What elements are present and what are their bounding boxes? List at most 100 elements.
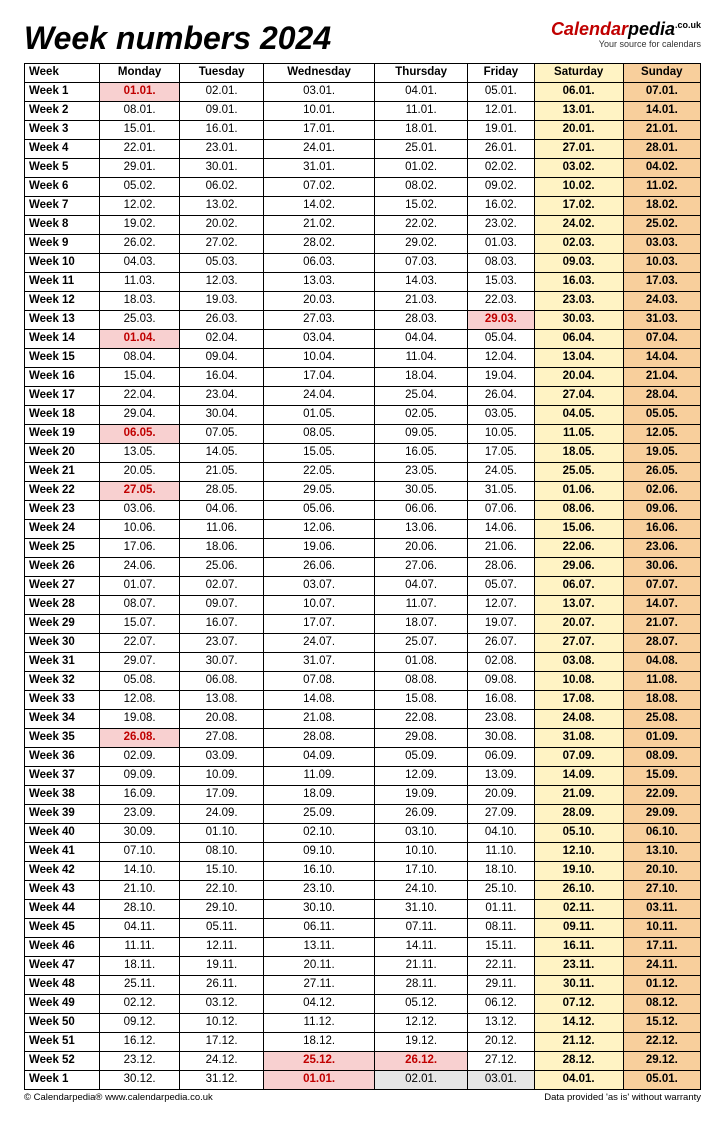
day-cell: 30.08. — [468, 729, 535, 748]
day-cell: 23.09. — [100, 805, 180, 824]
day-cell: 02.11. — [534, 900, 623, 919]
day-cell: 21.03. — [375, 292, 468, 311]
table-row: Week 3602.09.03.09.04.09.05.09.06.09.07.… — [25, 748, 701, 767]
week-label: Week 11 — [25, 273, 100, 292]
day-cell: 04.03. — [100, 254, 180, 273]
week-label: Week 49 — [25, 995, 100, 1014]
day-cell: 18.05. — [534, 444, 623, 463]
day-cell: 26.01. — [468, 140, 535, 159]
day-cell: 30.07. — [180, 653, 264, 672]
week-label: Week 15 — [25, 349, 100, 368]
table-row: Week 1906.05.07.05.08.05.09.05.10.05.11.… — [25, 425, 701, 444]
table-row: Week 3205.08.06.08.07.08.08.08.09.08.10.… — [25, 672, 701, 691]
day-cell: 31.08. — [534, 729, 623, 748]
day-cell: 10.06. — [100, 520, 180, 539]
day-cell: 13.12. — [468, 1014, 535, 1033]
day-cell: 23.11. — [534, 957, 623, 976]
day-cell: 08.06. — [534, 501, 623, 520]
day-cell: 16.06. — [623, 520, 700, 539]
day-cell: 13.10. — [623, 843, 700, 862]
day-cell: 07.10. — [100, 843, 180, 862]
day-cell: 25.07. — [375, 634, 468, 653]
week-label: Week 1 — [25, 1071, 100, 1090]
day-cell: 13.11. — [264, 938, 375, 957]
day-cell: 17.12. — [180, 1033, 264, 1052]
day-cell: 05.11. — [180, 919, 264, 938]
day-cell: 15.02. — [375, 197, 468, 216]
day-cell: 02.07. — [180, 577, 264, 596]
week-label: Week 13 — [25, 311, 100, 330]
day-cell: 05.03. — [180, 254, 264, 273]
day-cell: 25.02. — [623, 216, 700, 235]
day-cell: 13.05. — [100, 444, 180, 463]
day-cell: 25.08. — [623, 710, 700, 729]
week-label: Week 30 — [25, 634, 100, 653]
day-cell: 16.07. — [180, 615, 264, 634]
day-cell: 05.08. — [100, 672, 180, 691]
day-cell: 28.06. — [468, 558, 535, 577]
day-cell: 25.04. — [375, 387, 468, 406]
day-cell: 21.04. — [623, 368, 700, 387]
table-row: Week 3923.09.24.09.25.09.26.09.27.09.28.… — [25, 805, 701, 824]
day-cell: 28.09. — [534, 805, 623, 824]
day-cell: 09.10. — [264, 843, 375, 862]
day-cell: 01.10. — [180, 824, 264, 843]
day-cell: 06.07. — [534, 577, 623, 596]
day-cell: 01.09. — [623, 729, 700, 748]
day-cell: 10.08. — [534, 672, 623, 691]
week-label: Week 17 — [25, 387, 100, 406]
brand-name: Calendarpedia.co.uk — [551, 20, 701, 38]
day-cell: 24.11. — [623, 957, 700, 976]
table-row: Week 4718.11.19.11.20.11.21.11.22.11.23.… — [25, 957, 701, 976]
day-cell: 02.05. — [375, 406, 468, 425]
week-label: Week 6 — [25, 178, 100, 197]
day-cell: 07.06. — [468, 501, 535, 520]
day-cell: 08.09. — [623, 748, 700, 767]
day-cell: 19.10. — [534, 862, 623, 881]
day-cell: 07.04. — [623, 330, 700, 349]
day-cell: 30.01. — [180, 159, 264, 178]
day-cell: 01.01. — [100, 83, 180, 102]
day-cell: 16.08. — [468, 691, 535, 710]
week-label: Week 1 — [25, 83, 100, 102]
table-row: Week 130.12.31.12.01.01.02.01.03.01.04.0… — [25, 1071, 701, 1090]
day-cell: 19.05. — [623, 444, 700, 463]
week-label: Week 4 — [25, 140, 100, 159]
day-cell: 15.12. — [623, 1014, 700, 1033]
day-cell: 14.11. — [375, 938, 468, 957]
day-cell: 18.03. — [100, 292, 180, 311]
day-cell: 26.10. — [534, 881, 623, 900]
day-cell: 24.02. — [534, 216, 623, 235]
week-label: Week 7 — [25, 197, 100, 216]
day-cell: 01.12. — [623, 976, 700, 995]
week-label: Week 2 — [25, 102, 100, 121]
table-row: Week 2915.07.16.07.17.07.18.07.19.07.20.… — [25, 615, 701, 634]
day-cell: 19.01. — [468, 121, 535, 140]
table-row: Week 926.02.27.02.28.02.29.02.01.03.02.0… — [25, 235, 701, 254]
week-label: Week 38 — [25, 786, 100, 805]
day-cell: 26.03. — [180, 311, 264, 330]
day-cell: 17.05. — [468, 444, 535, 463]
week-label: Week 5 — [25, 159, 100, 178]
day-cell: 22.07. — [100, 634, 180, 653]
day-cell: 17.06. — [100, 539, 180, 558]
day-cell: 10.03. — [623, 254, 700, 273]
day-cell: 29.05. — [264, 482, 375, 501]
day-cell: 12.04. — [468, 349, 535, 368]
day-cell: 03.01. — [468, 1071, 535, 1090]
day-cell: 25.06. — [180, 558, 264, 577]
day-cell: 16.03. — [534, 273, 623, 292]
footer-right: Data provided 'as is' without warranty — [544, 1092, 701, 1103]
table-row: Week 1111.03.12.03.13.03.14.03.15.03.16.… — [25, 273, 701, 292]
day-cell: 05.06. — [264, 501, 375, 520]
day-cell: 01.11. — [468, 900, 535, 919]
day-cell: 19.03. — [180, 292, 264, 311]
col-header: Sunday — [623, 64, 700, 83]
day-cell: 14.03. — [375, 273, 468, 292]
day-cell: 10.07. — [264, 596, 375, 615]
table-row: Week 819.02.20.02.21.02.22.02.23.02.24.0… — [25, 216, 701, 235]
day-cell: 12.12. — [375, 1014, 468, 1033]
day-cell: 09.05. — [375, 425, 468, 444]
week-label: Week 34 — [25, 710, 100, 729]
day-cell: 07.03. — [375, 254, 468, 273]
